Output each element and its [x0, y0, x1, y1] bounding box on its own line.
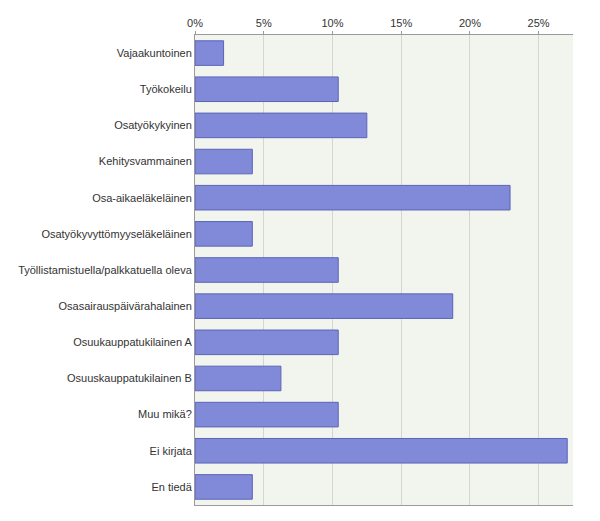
- svg-text:20%: 20%: [459, 17, 481, 29]
- svg-text:5%: 5%: [256, 17, 272, 29]
- svg-text:Osuuskauppatukilainen B: Osuuskauppatukilainen B: [67, 372, 192, 384]
- svg-text:Muu mikä?: Muu mikä?: [138, 408, 192, 420]
- svg-text:Työllistamistuella/palkkatuell: Työllistamistuella/palkkatuella oleva: [18, 264, 193, 276]
- svg-text:Osa-aikaeläkeläinen: Osa-aikaeläkeläinen: [92, 192, 192, 204]
- svg-text:Ei kirjata: Ei kirjata: [150, 445, 193, 457]
- svg-text:Työkokeilu: Työkokeilu: [140, 83, 192, 95]
- svg-text:0%: 0%: [187, 17, 203, 29]
- svg-text:Osasairauspäivärahalainen: Osasairauspäivärahalainen: [58, 300, 191, 312]
- svg-text:Osatyökykyinen: Osatyökykyinen: [114, 119, 192, 131]
- svg-text:25%: 25%: [528, 17, 550, 29]
- svg-text:En tiedä: En tiedä: [151, 481, 192, 493]
- svg-text:Osatyökyvyttömyyseläkeläinen: Osatyökyvyttömyyseläkeläinen: [41, 228, 191, 240]
- svg-text:Vajaakuntoinen: Vajaakuntoinen: [117, 47, 192, 59]
- svg-text:Kehitysvammainen: Kehitysvammainen: [99, 155, 192, 167]
- svg-text:15%: 15%: [390, 17, 412, 29]
- svg-text:Osuukauppatukilainen A: Osuukauppatukilainen A: [73, 336, 192, 348]
- svg-text:10%: 10%: [321, 17, 343, 29]
